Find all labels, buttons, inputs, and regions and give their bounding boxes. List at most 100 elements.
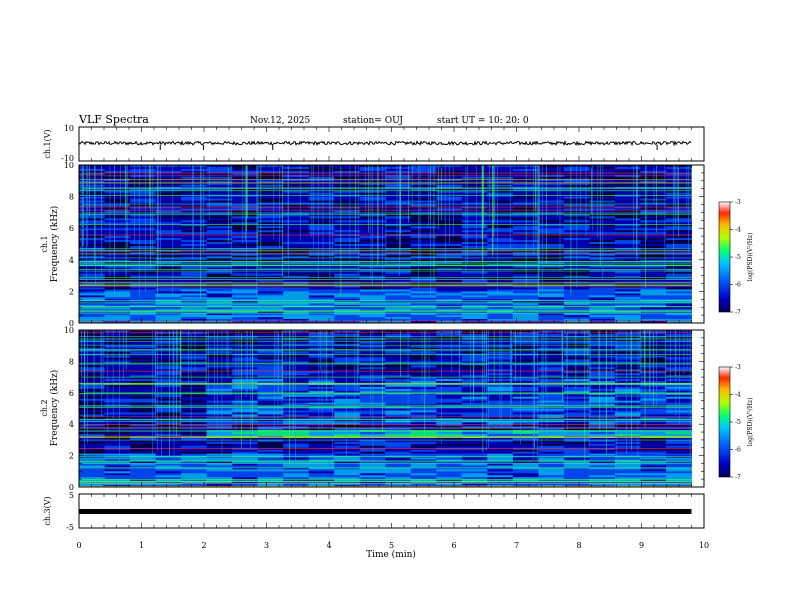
spectrogram-cell — [257, 212, 284, 215]
spectrogram-cell — [385, 180, 412, 184]
spectrogram-cell — [155, 313, 182, 316]
spectrogram-cell — [385, 184, 412, 188]
spectrogram-cell — [410, 345, 437, 348]
spectrogram-cell — [436, 255, 463, 259]
spectrogram-cell — [461, 190, 488, 193]
spectrogram-cell — [308, 182, 335, 186]
spectrogram-cell — [538, 218, 565, 221]
spectrogram-cell — [155, 184, 182, 188]
spectrogram-cell — [589, 289, 616, 292]
spectrogram-cell — [436, 259, 463, 263]
spectrogram-cell — [155, 483, 182, 486]
spectrogram-cell — [410, 371, 437, 374]
spectrogram-cell — [487, 236, 514, 239]
spectrogram-cell — [359, 479, 386, 482]
spectrogram-cell — [589, 437, 616, 441]
spectrogram-cell — [257, 414, 284, 417]
spectrogram-cell — [410, 200, 437, 203]
spectrogram-cell — [589, 345, 616, 348]
spectrogram-cell — [206, 394, 233, 398]
spectrogram-cell — [308, 200, 335, 203]
spectrogram-cell — [334, 461, 361, 464]
ch2-colorbar: -3-4-5-6-7 log(PSD)(V²/Hz) — [718, 364, 754, 481]
spectrogram-cell — [104, 188, 131, 191]
spectrogram-cell — [130, 388, 157, 392]
spectrogram-cell — [640, 291, 667, 294]
spectrogram-cell — [283, 422, 310, 425]
spectrogram-cell — [308, 435, 335, 439]
spectrogram-cell — [155, 291, 182, 294]
spectrogram-cell — [104, 317, 131, 320]
spectrogram-cell — [104, 365, 131, 368]
spectrogram-cell — [104, 259, 131, 263]
spectrogram-cell — [155, 386, 182, 390]
spectrogram-cell — [563, 386, 590, 390]
spectrogram-cell — [487, 359, 514, 362]
spectrogram-cell — [614, 469, 641, 472]
spectrogram-cell — [155, 204, 182, 207]
ch1-y-tick-label: 4 — [69, 256, 74, 265]
spectrogram-cell — [130, 265, 157, 268]
spectrogram-cell — [130, 463, 157, 466]
spectrogram-cell — [206, 255, 233, 259]
spectrogram-cell — [410, 414, 437, 417]
spectrogram-cell — [79, 339, 106, 343]
spectrogram-cell — [206, 230, 233, 233]
spectrogram-cell — [538, 363, 565, 366]
spectrogram-cell — [359, 279, 386, 282]
spectrogram-cell — [614, 402, 641, 405]
spectrogram-cell — [283, 311, 310, 314]
spectrogram-cell — [308, 363, 335, 366]
spectrogram-cell — [104, 313, 131, 316]
spectrogram-cell — [155, 196, 182, 199]
spectrogram-cell — [563, 449, 590, 452]
spectrogram-cell — [461, 244, 488, 247]
spectrogram-cell — [487, 400, 514, 403]
spectrogram-cell — [538, 287, 565, 290]
spectrogram-cell — [104, 180, 131, 184]
spectrogram-cell — [461, 168, 488, 172]
spectrogram-cell — [359, 477, 386, 480]
spectrogram-cell — [79, 481, 106, 484]
spectrogram-cell — [206, 176, 233, 180]
station-label: station= OUJ — [343, 116, 403, 126]
spectrogram-cell — [334, 184, 361, 188]
spectrogram-cell — [79, 259, 106, 263]
spectrogram-cell — [130, 379, 157, 382]
spectrogram-cell — [461, 202, 488, 205]
spectrogram-cell — [155, 216, 182, 219]
spectrogram-cell — [181, 398, 208, 401]
spectrogram-cell — [79, 190, 106, 193]
spectrogram-cell — [257, 361, 284, 364]
spectrogram-cell — [283, 414, 310, 417]
spectrogram-cell — [308, 465, 335, 468]
spectrogram-cell — [640, 273, 667, 276]
spectrogram-cell — [206, 196, 233, 199]
spectrogram-cell — [257, 166, 284, 170]
spectrogram-cell — [436, 291, 463, 294]
spectrogram-cell — [589, 435, 616, 439]
spectrogram-cell — [487, 481, 514, 484]
spectrogram-cell — [461, 457, 488, 460]
spectrogram-cell — [410, 224, 437, 227]
spectrogram-cell — [563, 381, 590, 384]
spectrogram-cell — [283, 443, 310, 447]
spectrogram-cell — [538, 465, 565, 468]
spectrogram-cell — [308, 381, 335, 384]
spectrogram-cell — [640, 198, 667, 201]
spectrogram-cell — [206, 238, 233, 241]
spectrogram-cell — [181, 416, 208, 419]
spectrogram-cell — [614, 386, 641, 390]
spectrogram-cell — [410, 236, 437, 239]
spectrogram-cell — [130, 240, 157, 243]
spectrogram-cell — [257, 475, 284, 478]
spectrogram-cell — [130, 410, 157, 413]
spectrogram-cell — [589, 402, 616, 405]
spectrogram-cell — [334, 313, 361, 316]
spectrogram-cell — [563, 475, 590, 478]
spectrogram-cell — [334, 188, 361, 191]
spectrogram-cell — [359, 465, 386, 468]
spectrogram-cell — [512, 416, 539, 419]
spectrogram-cell — [181, 467, 208, 470]
spectrogram-cell — [589, 396, 616, 399]
